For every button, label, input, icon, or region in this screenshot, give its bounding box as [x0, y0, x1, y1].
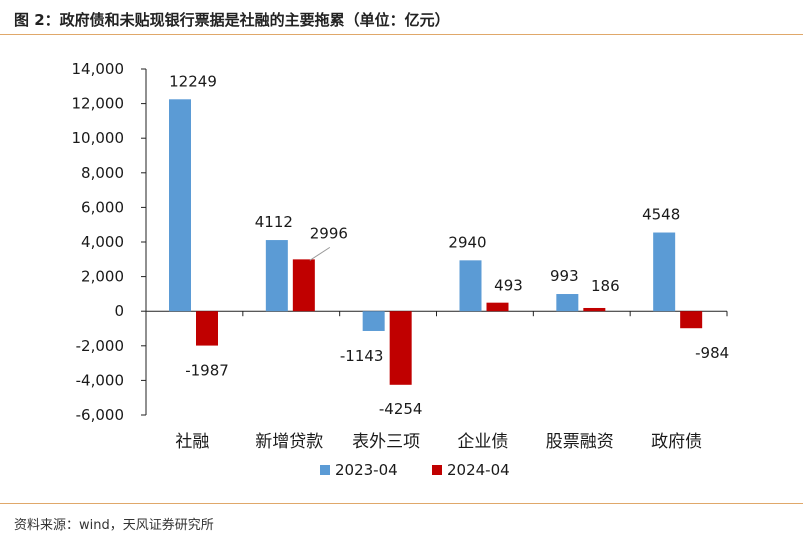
- bar-s1: [362, 311, 385, 331]
- bar-s2: [292, 259, 315, 312]
- y-tick-label: 0: [114, 302, 124, 320]
- category-label: 股票融资: [546, 432, 614, 452]
- y-tick-label: 8,000: [81, 164, 124, 182]
- category-label: 政府债: [651, 432, 702, 452]
- category-label: 社融: [175, 432, 209, 452]
- bar-s1: [556, 294, 579, 312]
- bar-chart: 14,000 12,000 10,000 8,000 6,000 4,000 2,000 0 -…: [72, 60, 730, 479]
- y-tick-label: -2,000: [76, 337, 124, 355]
- bar-s1: [653, 232, 676, 312]
- data-label: 2996: [310, 224, 348, 242]
- bar-s1: [265, 240, 288, 312]
- data-label: 4548: [642, 206, 680, 224]
- footer-divider: [0, 503, 803, 504]
- bar-s2: [389, 311, 412, 385]
- y-tick-label: 12,000: [72, 95, 125, 113]
- data-label: 493: [494, 277, 523, 295]
- data-label: 186: [591, 277, 620, 295]
- data-label: 12249: [169, 72, 217, 90]
- data-label: -984: [695, 344, 729, 362]
- data-label: 2940: [448, 233, 486, 251]
- legend-swatch: [432, 465, 442, 475]
- data-label: -1143: [340, 347, 384, 365]
- source-note: 资料来源：wind，天风证券研究所: [14, 518, 214, 533]
- bar-s1: [169, 99, 191, 312]
- y-tick-label: 10,000: [72, 129, 125, 147]
- category-label: 表外三项: [352, 432, 420, 452]
- category-label: 新增贷款: [255, 432, 323, 452]
- legend-label: 2024-04: [447, 461, 510, 479]
- y-tick-label: 14,000: [72, 60, 125, 78]
- y-tick-label: -4,000: [76, 371, 124, 389]
- bar-s2: [583, 307, 606, 312]
- data-label: -4254: [379, 400, 423, 418]
- y-tick-label: 2,000: [81, 268, 124, 286]
- legend-label: 2023-04: [335, 461, 398, 479]
- bar-s2: [196, 311, 218, 346]
- data-label: -1987: [185, 362, 229, 380]
- y-tick-label: -6,000: [76, 406, 124, 424]
- bar-s1: [459, 260, 482, 312]
- legend-swatch: [320, 465, 330, 475]
- y-tick-label: 4,000: [81, 233, 124, 251]
- category-label: 企业债: [457, 432, 508, 452]
- bar-s2: [486, 302, 509, 312]
- bar-s2: [680, 311, 703, 329]
- title-divider: [0, 34, 803, 35]
- y-tick-label: 6,000: [81, 198, 124, 216]
- data-label: 4112: [255, 213, 293, 231]
- chart-title: 图 2：政府债和未贴现银行票据是社融的主要拖累（单位：亿元）: [14, 11, 450, 29]
- data-label: 993: [550, 267, 579, 285]
- leader-line: [309, 246, 331, 261]
